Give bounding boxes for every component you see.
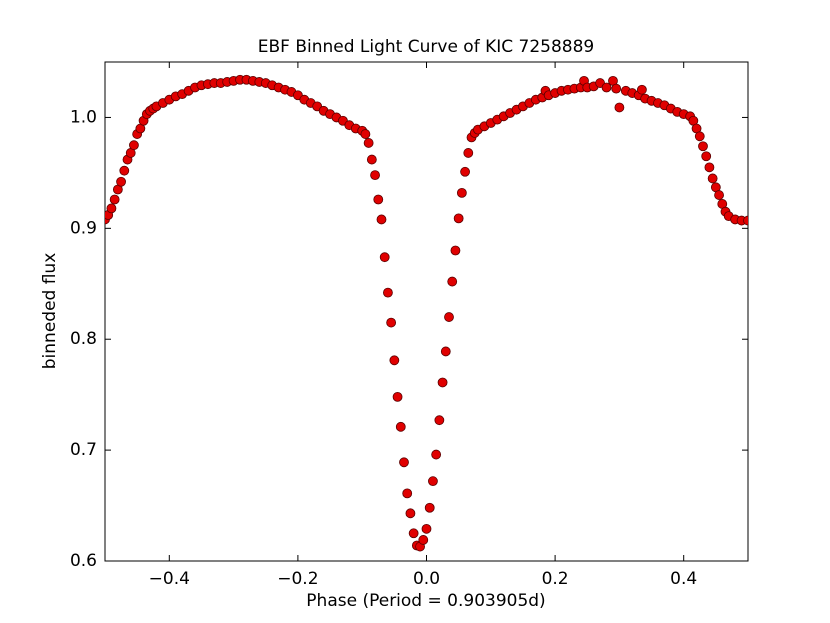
- data-point: [363, 138, 374, 148]
- data-point: [698, 141, 708, 152]
- y-tick-label: 0.7: [70, 440, 97, 460]
- data-point: [704, 162, 715, 173]
- data-point: [389, 355, 400, 366]
- data-point: [386, 317, 397, 328]
- data-point: [743, 215, 748, 226]
- data-point: [424, 502, 435, 513]
- data-point: [450, 245, 461, 256]
- data-point: [611, 83, 622, 94]
- plot-area: [104, 61, 749, 562]
- data-point: [109, 194, 120, 205]
- data-point: [447, 276, 458, 287]
- data-point: [116, 176, 126, 187]
- chart-title: EBF Binned Light Curve of KIC 7258889: [258, 37, 595, 57]
- data-point: [701, 151, 712, 162]
- y-tick-label: 0.9: [70, 218, 97, 238]
- y-tick-label: 0.6: [70, 551, 97, 571]
- data-point: [437, 377, 448, 388]
- data-point: [460, 166, 470, 177]
- y-tick-label: 0.8: [70, 329, 97, 349]
- data-point: [373, 194, 384, 205]
- data-point: [444, 312, 454, 322]
- data-point: [399, 457, 409, 468]
- data-point: [119, 165, 130, 176]
- data-point: [418, 535, 429, 545]
- data-point: [707, 173, 718, 184]
- data-point: [614, 102, 625, 113]
- data-point: [714, 190, 724, 200]
- y-tick-label: 1.0: [70, 107, 97, 127]
- x-tick-label: 0.2: [542, 569, 569, 589]
- x-tick-label: −0.2: [277, 569, 318, 589]
- data-point: [383, 287, 393, 298]
- data-point: [637, 84, 647, 95]
- data-point: [694, 131, 705, 142]
- data-point: [395, 421, 406, 432]
- data-point: [463, 148, 474, 158]
- data-point: [428, 476, 438, 487]
- data-point: [405, 508, 416, 519]
- x-tick-label: 0.0: [413, 569, 440, 589]
- data-point: [402, 488, 413, 499]
- data-point: [456, 187, 467, 198]
- x-axis-label: Phase (Period = 0.903905d): [306, 591, 545, 611]
- x-tick-label: −0.4: [149, 569, 190, 589]
- data-point: [376, 214, 387, 225]
- data-point: [379, 252, 390, 263]
- data-point: [370, 170, 380, 181]
- data-point: [392, 391, 403, 402]
- data-point: [453, 213, 464, 224]
- data-point: [408, 528, 419, 539]
- data-point: [129, 140, 139, 151]
- data-point: [431, 449, 442, 460]
- data-point: [434, 415, 445, 426]
- data-point: [360, 129, 371, 139]
- data-point: [106, 203, 117, 214]
- data-point: [366, 154, 377, 165]
- x-tick-label: 0.4: [670, 569, 697, 589]
- y-axis-label: binneded flux: [40, 253, 60, 370]
- data-point: [421, 523, 432, 534]
- data-point: [440, 346, 451, 357]
- data-point: [601, 82, 612, 93]
